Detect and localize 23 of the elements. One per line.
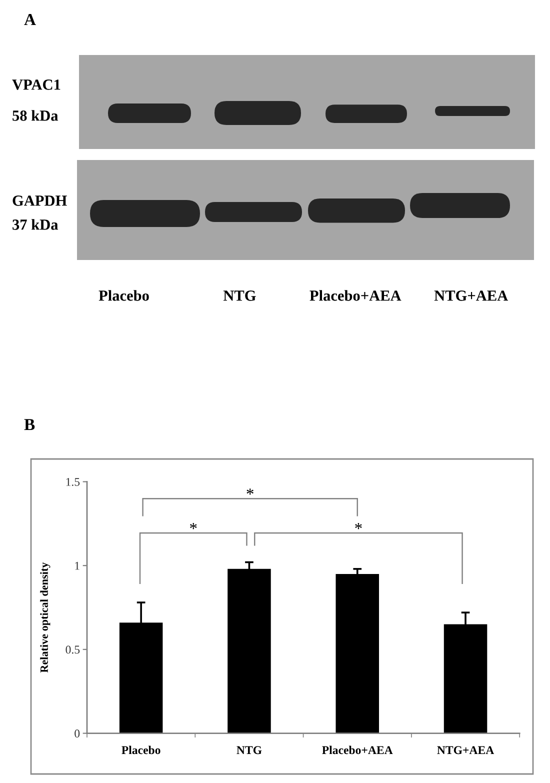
category-label: Placebo: [98, 290, 149, 301]
category-label: NTG: [223, 290, 256, 301]
x-tick-label: Placebo+AEA: [322, 746, 393, 754]
text: 37 kDa: [12, 219, 58, 230]
text: 58 kDa: [12, 110, 58, 121]
text: A: [24, 14, 36, 26]
x-tick-label: NTG: [236, 746, 262, 754]
annotation: *: [355, 522, 362, 530]
x-tick-label: NTG+AEA: [437, 746, 494, 754]
chart-title: B: [24, 419, 35, 430]
x-tick-label: Placebo: [122, 746, 160, 754]
category-label: NTG+AEA: [434, 290, 508, 301]
text: GAPDH: [12, 196, 67, 206]
annotation: *: [246, 488, 254, 495]
bar: [336, 574, 380, 734]
text: VPAC1: [12, 80, 60, 90]
y-axis-title: Relative optical density: [40, 562, 50, 673]
y-tick-label: 0: [74, 730, 80, 738]
category-label: Placebo+AEA: [310, 290, 402, 301]
y-tick-label: 1.5: [66, 478, 80, 486]
y-tick-label: 0.5: [66, 646, 80, 654]
y-tick-label: 1: [75, 562, 80, 570]
annotation: *: [190, 522, 197, 530]
